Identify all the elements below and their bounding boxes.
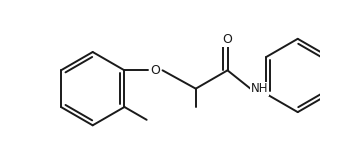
Text: O: O [150, 64, 160, 77]
Text: O: O [223, 33, 233, 46]
Text: NH: NH [251, 82, 268, 95]
